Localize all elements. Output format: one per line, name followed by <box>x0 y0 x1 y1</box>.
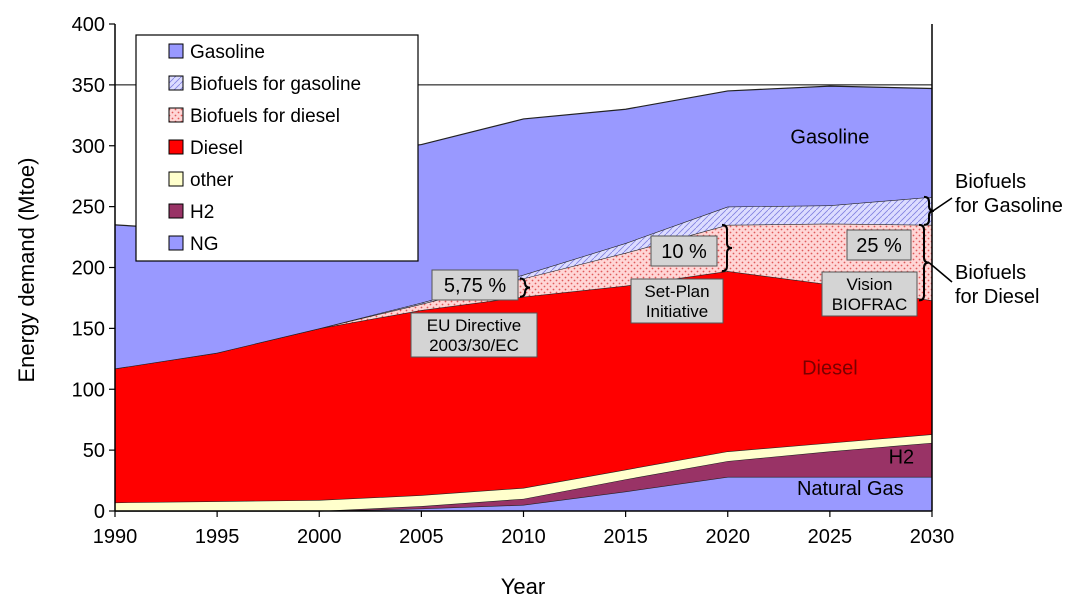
legend-label: NG <box>190 234 219 255</box>
legend-swatch <box>168 139 184 155</box>
callout-initiative-box <box>630 278 724 324</box>
legend-item-h2: H2 <box>168 202 214 223</box>
x-tick-label: 1990 <box>93 526 138 548</box>
legend-label: H2 <box>190 202 214 223</box>
legend-swatch <box>168 107 184 123</box>
legend-label: Gasoline <box>190 42 265 63</box>
axes: 0 50 100 150 200 250 300 350 400 1990 1995 2000 2005… <box>72 14 955 548</box>
legend-label: Biofuels for diesel <box>190 106 340 127</box>
callout-initiative-box <box>410 312 538 358</box>
callout-percent-box <box>650 235 718 267</box>
legend-swatch <box>168 203 184 219</box>
legend-item-ng: NG <box>168 234 219 255</box>
legend-item-other: other <box>168 170 234 191</box>
area-label-gasoline: Gasoline <box>790 126 869 148</box>
side-pointer-diesel <box>928 262 953 283</box>
legend-swatch <box>168 235 184 251</box>
x-axis-label: Year <box>501 574 545 599</box>
legend-swatch <box>168 171 184 187</box>
area-h2 <box>115 442 932 511</box>
x-tick-label: 2005 <box>399 526 444 548</box>
callout-percent-box <box>431 269 519 301</box>
legend-label: other <box>190 170 234 191</box>
x-tick-label: 2030 <box>910 526 955 548</box>
legend-item-biofuels-for-gasoline: Biofuels for gasoline <box>168 74 361 95</box>
callout-percent-box <box>846 229 912 261</box>
legend-swatch <box>168 43 184 59</box>
legend-item-biofuels-for-diesel: Biofuels for diesel <box>168 106 340 127</box>
y-tick-label: 50 <box>83 440 105 462</box>
side-label-text: Biofuels <box>955 171 1026 193</box>
y-tick-label: 150 <box>72 318 105 340</box>
callout-initiative-label: Initiative <box>646 302 708 321</box>
y-tick-label: 400 <box>72 14 105 36</box>
legend: Gasoline Biofuels for gasoline Biofuels fo… <box>135 34 419 262</box>
legend-item-gasoline: Gasoline <box>168 42 265 63</box>
y-tick-label: 350 <box>72 75 105 97</box>
area-ng <box>115 476 932 511</box>
y-tick-label: 250 <box>72 197 105 219</box>
callout-initiative-label: EU Directive <box>427 316 521 335</box>
legend-swatch <box>168 75 184 91</box>
area-label-diesel: Diesel <box>802 358 858 380</box>
x-tick-label: 2025 <box>808 526 853 548</box>
y-tick-label: 300 <box>72 136 105 158</box>
side-label-text: for Diesel <box>955 286 1039 308</box>
callout-brace <box>721 223 733 273</box>
callout-percent-value: 5,75 % <box>444 275 506 297</box>
y-axis-label: Energy demand (Mtoe) <box>14 158 39 383</box>
legend-item-diesel: Diesel <box>168 138 243 159</box>
area-other <box>115 434 932 511</box>
x-tick-label: 2010 <box>501 526 546 548</box>
area-gasoline <box>115 86 932 369</box>
legend-label: Biofuels for gasoline <box>190 74 361 95</box>
y-tick-label: 200 <box>72 258 105 280</box>
callout-initiative-label: Vision <box>847 275 893 294</box>
annotations: Gasoline Diesel H2 Natural Gas 5,75 % EU Dire… <box>410 126 1063 500</box>
area-label-natural-gas: Natural Gas <box>797 478 904 500</box>
y-tick-label: 0 <box>94 501 105 523</box>
callout-initiative-label: 2003/30/EC <box>429 336 519 355</box>
callout-percent-value: 25 % <box>856 235 902 257</box>
area-label-h2: H2 <box>889 447 915 469</box>
callout-initiative-box <box>821 271 918 317</box>
y-tick-label: 100 <box>72 379 105 401</box>
callout-initiative-label: BIOFRAC <box>832 295 908 314</box>
side-pointer-gasoline <box>932 197 953 212</box>
callout-brace <box>519 277 531 298</box>
area-series-group <box>114 85 933 512</box>
side-label-text: Biofuels <box>955 262 1026 284</box>
callout-initiative-label: Set-Plan <box>644 282 709 301</box>
side-label-text: for Gasoline <box>955 195 1063 217</box>
x-tick-label: 2020 <box>706 526 751 548</box>
callout-percent-value: 10 % <box>661 241 707 263</box>
x-tick-label: 1995 <box>195 526 240 548</box>
x-tick-label: 2000 <box>297 526 342 548</box>
area-biofuels-for-gasoline <box>115 196 932 369</box>
legend-label: Diesel <box>190 138 243 159</box>
x-tick-label: 2015 <box>603 526 648 548</box>
